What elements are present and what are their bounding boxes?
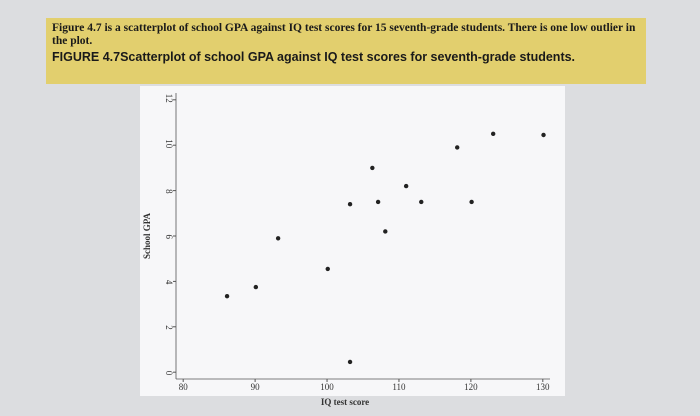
point bbox=[224, 293, 230, 299]
y-tick-label: 6 bbox=[164, 235, 174, 240]
point bbox=[347, 359, 353, 365]
x-tick-label: 80 bbox=[179, 382, 189, 392]
point bbox=[469, 199, 474, 205]
y-tick-label: 2 bbox=[164, 325, 174, 330]
point bbox=[403, 183, 409, 189]
point bbox=[383, 229, 388, 234]
point bbox=[419, 199, 424, 205]
y-tick-label: 8 bbox=[164, 189, 174, 194]
point bbox=[455, 145, 460, 150]
y-tick-label: 10 bbox=[164, 139, 174, 149]
point bbox=[490, 131, 496, 137]
caption-text: Figure 4.7 is a scatterplot of school GP… bbox=[52, 22, 636, 47]
y-tick-label: 0 bbox=[164, 371, 174, 376]
point bbox=[253, 284, 259, 290]
y-tick-label: 4 bbox=[164, 280, 174, 285]
x-tick-label: 110 bbox=[392, 382, 406, 392]
point bbox=[375, 199, 381, 205]
point bbox=[347, 202, 353, 207]
x-tick-label: 130 bbox=[536, 382, 550, 392]
x-tick-label: 100 bbox=[320, 382, 334, 392]
point bbox=[325, 266, 330, 272]
point bbox=[370, 165, 375, 171]
plot-panel bbox=[140, 86, 565, 396]
figure-caption: FIGURE 4.7Scatterplot of school GPA agai… bbox=[52, 50, 576, 64]
x-tick-label: 90 bbox=[251, 382, 261, 392]
y-tick-label: 12 bbox=[164, 94, 174, 103]
point bbox=[275, 236, 281, 241]
caption-highlight bbox=[46, 18, 646, 84]
x-axis-label: IQ test score bbox=[321, 397, 369, 407]
y-axis-label: School GPA bbox=[142, 212, 152, 259]
point bbox=[541, 132, 546, 138]
x-tick-label: 120 bbox=[464, 382, 478, 392]
